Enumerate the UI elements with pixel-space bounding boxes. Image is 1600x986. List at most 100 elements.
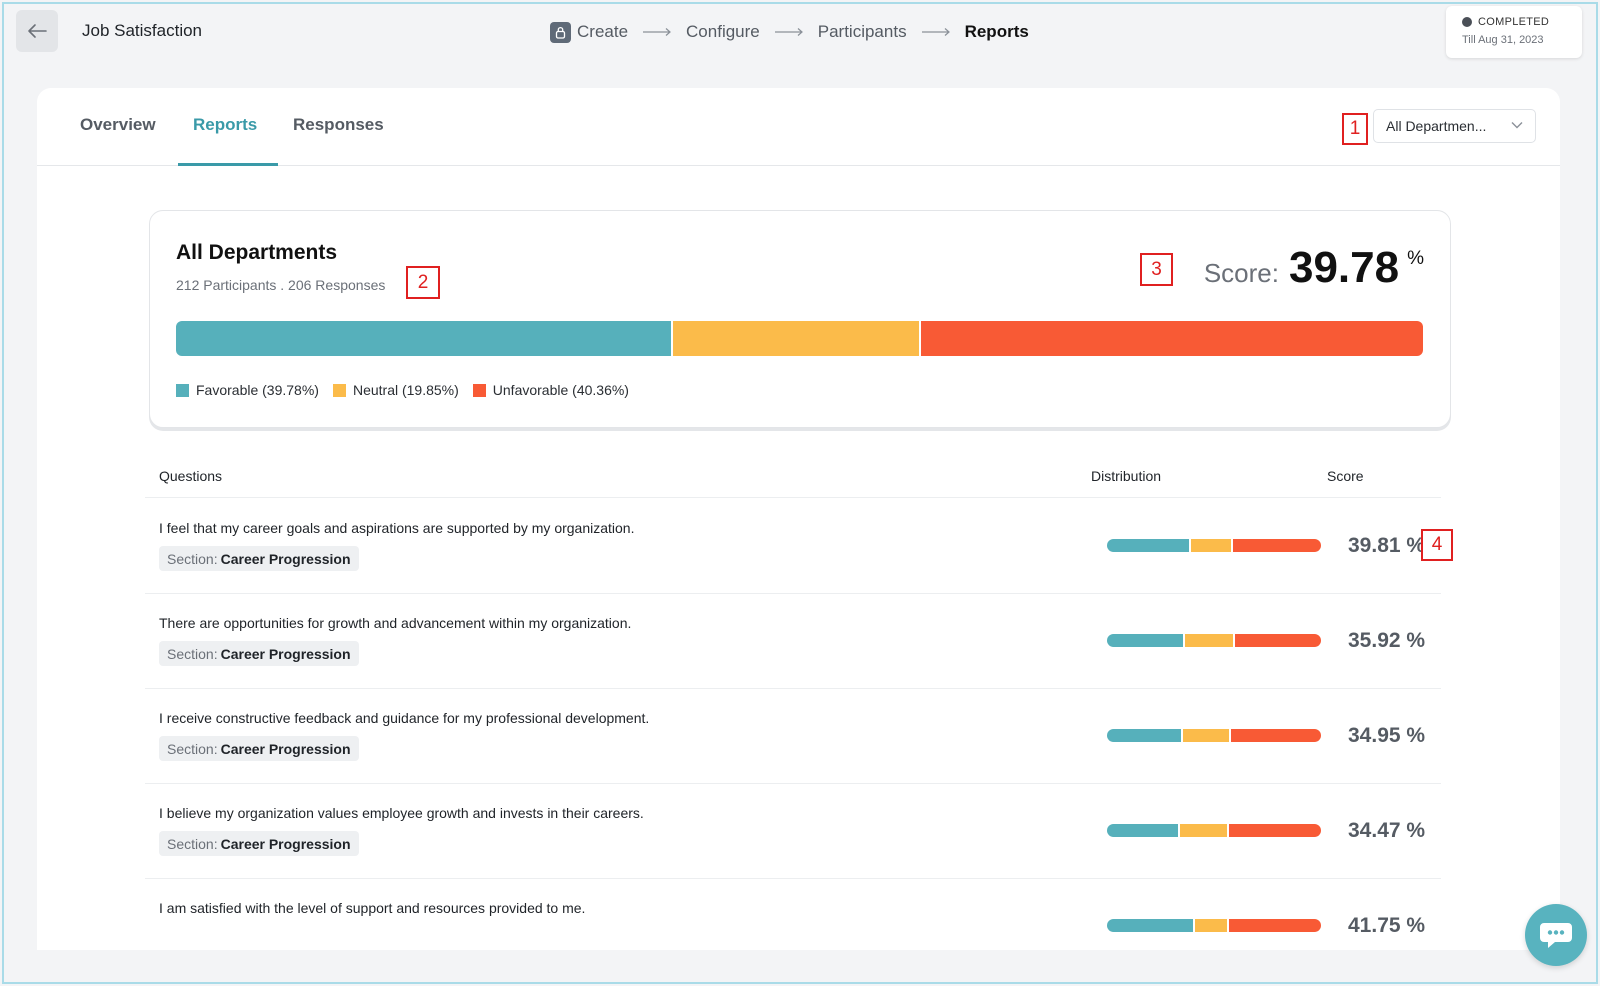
favorable-segment bbox=[176, 321, 671, 356]
active-tab-indicator bbox=[178, 163, 278, 166]
neutral-swatch bbox=[332, 383, 346, 397]
question-text: I believe my organization values employe… bbox=[159, 805, 644, 821]
question-text: I am satisfied with the level of support… bbox=[159, 900, 586, 916]
neutral-segment bbox=[1182, 634, 1233, 647]
question-score: 34.47 % bbox=[1348, 819, 1426, 842]
stepper: Create Configure Participants Reports bbox=[550, 18, 1029, 46]
favorable-segment bbox=[1107, 539, 1189, 552]
annotation-marker-2: 2 bbox=[406, 266, 440, 299]
question-score: 39.81 % bbox=[1348, 534, 1426, 557]
table-row[interactable]: I feel that my career goals and aspirati… bbox=[145, 498, 1441, 594]
step-create[interactable]: Create bbox=[550, 21, 628, 43]
favorable-segment bbox=[1107, 919, 1194, 932]
unfavorable-segment bbox=[919, 321, 1423, 356]
questions-table-header: Questions Distribution Score bbox=[145, 468, 1441, 498]
neutral-segment bbox=[1188, 539, 1231, 552]
legend-unfavorable: Unfavorable (40.36%) bbox=[472, 382, 629, 398]
question-distribution-bar bbox=[1107, 824, 1321, 837]
tab-bar: Overview Reports Responses 1 All Departm… bbox=[37, 88, 1560, 166]
section-tag-label: Section: bbox=[167, 550, 218, 567]
step-label: Participants bbox=[817, 22, 907, 41]
neutral-segment bbox=[1178, 824, 1227, 837]
question-distribution-bar bbox=[1107, 539, 1321, 552]
neutral-segment bbox=[1193, 919, 1227, 932]
page-title: Job Satisfaction bbox=[82, 21, 203, 40]
question-distribution-bar bbox=[1107, 634, 1321, 647]
section-tag-value: Career Progression bbox=[220, 835, 351, 852]
table-row[interactable]: I am satisfied with the level of support… bbox=[145, 878, 1441, 950]
legend-neutral: Neutral (19.85%) bbox=[332, 382, 459, 398]
tab-reports[interactable]: Reports bbox=[193, 115, 258, 134]
score-value: 39.78 bbox=[1288, 243, 1400, 292]
legend-label: Favorable (39.78%) bbox=[196, 382, 319, 398]
step-arrow-icon bbox=[774, 27, 804, 37]
section-tag-label: Section: bbox=[167, 740, 218, 757]
back-button[interactable] bbox=[16, 10, 58, 52]
step-arrow-icon bbox=[642, 27, 672, 37]
arrow-left-icon bbox=[28, 24, 47, 38]
tab-overview[interactable]: Overview bbox=[80, 115, 156, 134]
question-text: There are opportunities for growth and a… bbox=[159, 615, 632, 631]
section-tag-value: Career Progression bbox=[220, 550, 351, 567]
department-select[interactable]: All Departmen... bbox=[1373, 109, 1536, 143]
section-tag-label: Section: bbox=[167, 835, 218, 852]
status-label: COMPLETED bbox=[1478, 16, 1550, 28]
score-unit: % bbox=[1407, 248, 1424, 269]
neutral-segment bbox=[1180, 729, 1229, 742]
section-tag-value: Career Progression bbox=[220, 740, 351, 757]
chat-button[interactable] bbox=[1525, 904, 1587, 966]
unfavorable-segment bbox=[1226, 919, 1321, 932]
legend-label: Unfavorable (40.36%) bbox=[492, 382, 629, 398]
annotation-marker-3: 3 bbox=[1140, 253, 1173, 286]
legend-favorable: Favorable (39.78%) bbox=[176, 382, 319, 398]
section-tag: Section: Career Progression bbox=[159, 831, 359, 856]
table-row[interactable]: There are opportunities for growth and a… bbox=[145, 593, 1441, 689]
tab-responses[interactable]: Responses bbox=[293, 115, 384, 134]
step-configure[interactable]: Configure bbox=[686, 22, 760, 42]
section-tag: Section: Career Progression bbox=[159, 736, 359, 761]
section-tag: Section: Career Progression bbox=[159, 641, 359, 666]
score-label: Score: bbox=[1203, 258, 1279, 288]
status-dot-icon bbox=[1462, 17, 1472, 27]
annotation-marker-1: 1 bbox=[1342, 113, 1368, 145]
reports-panel: Overview Reports Responses 1 All Departm… bbox=[37, 88, 1560, 950]
question-score: 41.75 % bbox=[1348, 914, 1426, 937]
table-row[interactable]: I believe my organization values employe… bbox=[145, 783, 1441, 879]
overall-score: Score: 39.78 % bbox=[1204, 243, 1424, 293]
section-tag-label: Section: bbox=[167, 645, 218, 662]
annotation-marker-4: 4 bbox=[1421, 529, 1453, 561]
question-text: I feel that my career goals and aspirati… bbox=[159, 520, 635, 536]
step-participants[interactable]: Participants bbox=[818, 22, 907, 42]
favorable-segment bbox=[1107, 634, 1183, 647]
step-arrow-icon bbox=[921, 27, 951, 37]
step-reports[interactable]: Reports bbox=[965, 22, 1029, 42]
lock-icon bbox=[550, 21, 571, 43]
overall-distribution-bar bbox=[176, 321, 1423, 356]
legend-label: Neutral (19.85%) bbox=[352, 382, 459, 398]
favorable-segment bbox=[1107, 729, 1181, 742]
summary-subtitle: 212 Participants . 206 Responses bbox=[176, 277, 386, 293]
section-tag-value: Career Progression bbox=[220, 645, 351, 662]
department-select-value: All Departmen... bbox=[1386, 118, 1487, 134]
table-row[interactable]: I receive constructive feedback and guid… bbox=[145, 688, 1441, 784]
header-score: Score bbox=[1327, 468, 1364, 484]
unfavorable-segment bbox=[1232, 634, 1321, 647]
status-date: Till Aug 31, 2023 bbox=[1462, 34, 1544, 46]
question-distribution-bar bbox=[1107, 729, 1321, 742]
step-label: Configure bbox=[686, 22, 760, 41]
unfavorable-swatch bbox=[472, 383, 486, 397]
question-distribution-bar bbox=[1107, 919, 1321, 932]
section-tag: Section: Career Progression bbox=[159, 546, 359, 571]
step-label: Reports bbox=[964, 22, 1029, 41]
question-text: I receive constructive feedback and guid… bbox=[159, 710, 650, 726]
header-questions: Questions bbox=[159, 468, 223, 484]
favorable-segment bbox=[1107, 824, 1179, 837]
summary-title: All Departments bbox=[176, 241, 338, 264]
unfavorable-segment bbox=[1228, 729, 1321, 742]
unfavorable-segment bbox=[1226, 824, 1321, 837]
favorable-swatch bbox=[176, 383, 189, 397]
chevron-down-icon bbox=[1511, 122, 1523, 129]
question-score: 35.92 % bbox=[1348, 629, 1426, 652]
chat-bubble-icon bbox=[1540, 923, 1572, 948]
legend: Favorable (39.78%) Neutral (19.85%) Unfa… bbox=[176, 382, 643, 398]
